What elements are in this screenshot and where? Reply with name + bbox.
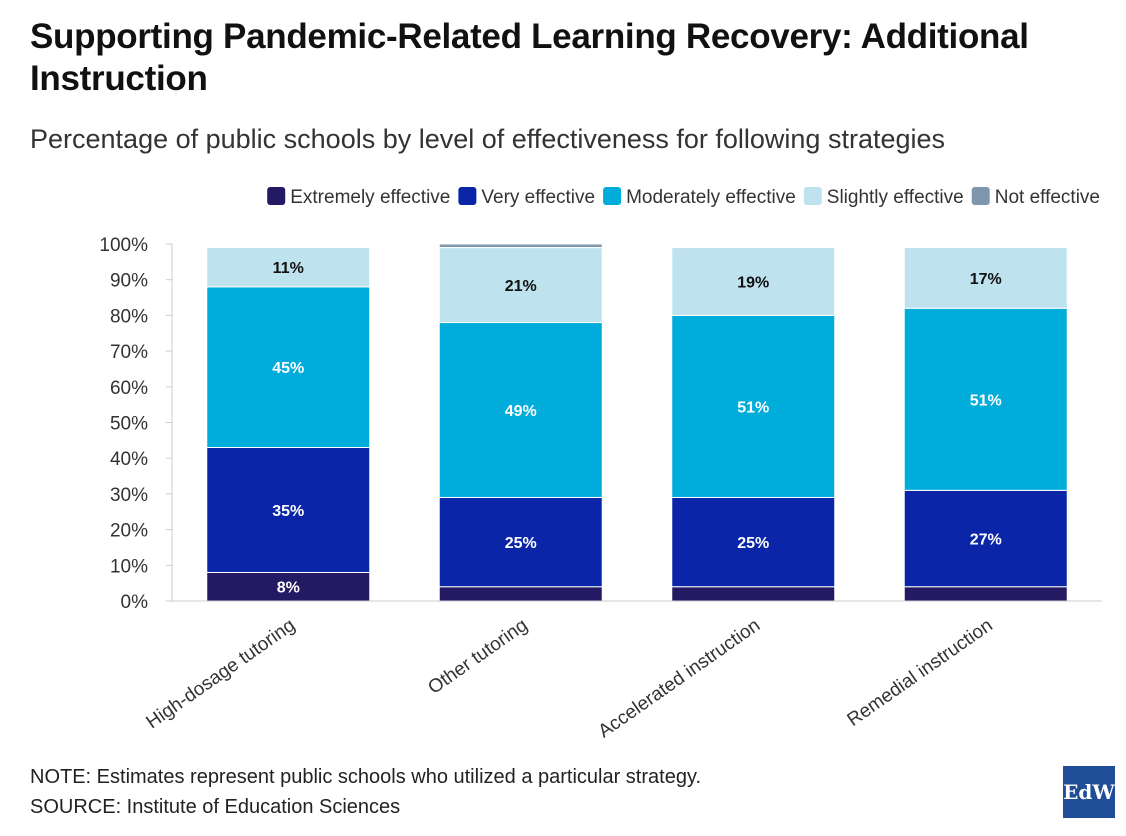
y-tick-label: 60% bbox=[110, 378, 148, 399]
legend-swatch bbox=[971, 187, 990, 205]
data-label: 19% bbox=[737, 274, 769, 291]
data-label: 25% bbox=[737, 535, 769, 552]
bar-segment bbox=[438, 322, 603, 498]
bar-segment bbox=[671, 247, 836, 316]
bar-segment bbox=[206, 446, 371, 573]
bar-segment bbox=[438, 496, 603, 588]
legend-label: Not effective bbox=[995, 187, 1100, 208]
bar-segment bbox=[206, 286, 371, 448]
data-label: 11% bbox=[273, 260, 304, 277]
x-tick-label: Other tutoring bbox=[424, 615, 531, 699]
legend-swatch bbox=[458, 187, 477, 205]
y-tick-label: 70% bbox=[110, 342, 148, 363]
bar-segment bbox=[671, 586, 836, 602]
bar-segment bbox=[903, 307, 1068, 491]
x-tick-label: Accelerated instruction bbox=[595, 615, 765, 742]
y-tick-label: 100% bbox=[99, 235, 148, 256]
legend-label: Extremely effective bbox=[290, 187, 450, 208]
legend-label: Slightly effective bbox=[827, 187, 964, 208]
y-tick-label: 50% bbox=[110, 414, 148, 435]
bar-segment bbox=[438, 586, 603, 602]
data-label: 27% bbox=[970, 532, 1002, 549]
bar-segment bbox=[206, 247, 371, 288]
data-label: 51% bbox=[970, 392, 1002, 409]
data-label: 8% bbox=[277, 580, 300, 597]
x-tick-label: High-dosage tutoring bbox=[143, 615, 300, 733]
chart-subtitle: Percentage of public schools by level of… bbox=[30, 124, 946, 154]
bar-segment bbox=[903, 586, 1068, 602]
y-tick-label: 30% bbox=[110, 485, 148, 506]
bar-segment bbox=[438, 247, 603, 324]
chart-source: SOURCE: Institute of Education Sciences bbox=[30, 796, 401, 818]
legend-label: Moderately effective bbox=[626, 187, 796, 208]
y-tick-label: 10% bbox=[110, 556, 148, 577]
legend-swatch bbox=[267, 187, 286, 205]
data-label: 49% bbox=[505, 403, 537, 420]
y-tick-label: 90% bbox=[110, 271, 148, 292]
legend-swatch bbox=[603, 187, 622, 205]
chart-note: NOTE: Estimates represent public schools… bbox=[30, 766, 702, 788]
bar-segment bbox=[438, 243, 603, 249]
y-tick-label: 80% bbox=[110, 306, 148, 327]
y-tick-label: 20% bbox=[110, 521, 148, 542]
data-label: 51% bbox=[737, 399, 769, 416]
data-label: 25% bbox=[505, 535, 537, 552]
bar-segment bbox=[903, 247, 1068, 309]
bar-segment bbox=[671, 496, 836, 588]
legend-swatch bbox=[803, 187, 822, 205]
edweek-logo: EdW bbox=[1063, 766, 1115, 818]
data-label: 17% bbox=[970, 271, 1002, 288]
legend-label: Very effective bbox=[481, 187, 595, 208]
data-label: 45% bbox=[272, 360, 304, 377]
data-label: 21% bbox=[505, 278, 537, 295]
stacked-bar-chart: Extremely effective Very effective Moderat… bbox=[99, 187, 1102, 742]
data-label: 35% bbox=[272, 503, 304, 520]
chart-title: Supporting Pandemic-Related Learning Rec… bbox=[30, 17, 1029, 98]
x-tick-label: Remedial instruction bbox=[844, 615, 997, 731]
y-tick-label: 0% bbox=[121, 592, 149, 613]
bar-segment bbox=[671, 314, 836, 498]
y-tick-label: 40% bbox=[110, 449, 148, 470]
